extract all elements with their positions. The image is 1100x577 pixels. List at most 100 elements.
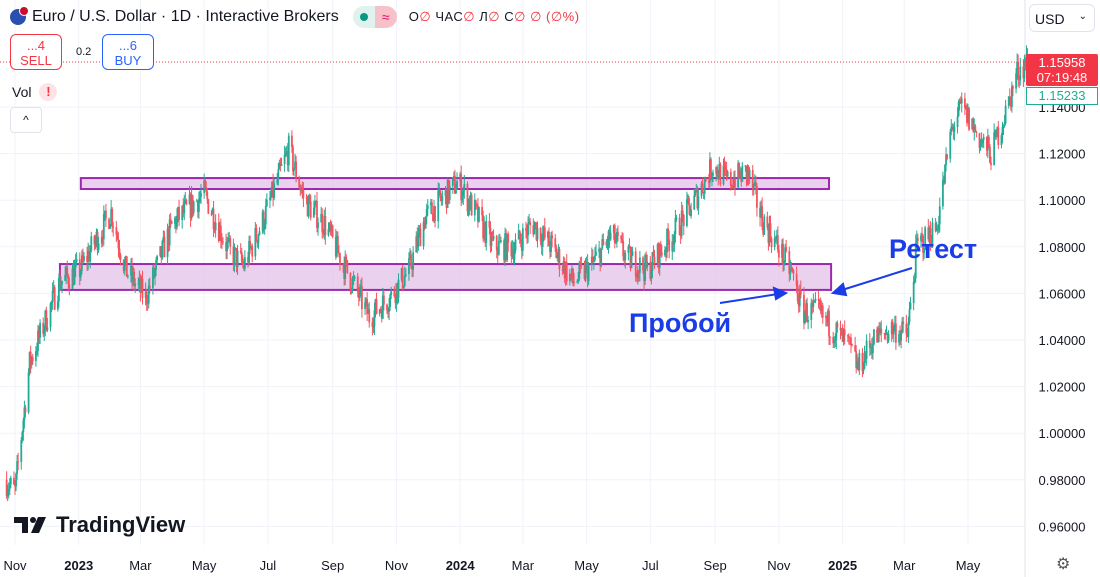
sell-button[interactable]: ...4 SELL (10, 34, 62, 70)
candle-body (666, 229, 668, 253)
settings-gear-icon[interactable]: ⚙ (1056, 556, 1071, 573)
price-axis[interactable]: 1.140001.120001.100001.080001.060001.040… (1039, 100, 1086, 534)
candle-body (643, 270, 645, 281)
candle-body (796, 285, 799, 302)
status-badges[interactable]: ≈ (352, 6, 397, 28)
candle-body (835, 322, 838, 340)
candle-body (133, 271, 136, 287)
candle-body (31, 357, 34, 361)
candle-body (373, 310, 376, 327)
candle-body (66, 266, 69, 276)
candle-body (315, 201, 317, 204)
candle-body (474, 200, 477, 205)
price-tick: 1.06000 (1039, 286, 1086, 301)
candle-body (799, 289, 802, 295)
candle-body (404, 274, 407, 276)
candle-body (324, 215, 327, 236)
candle-body (8, 484, 11, 490)
candle-body (349, 272, 352, 290)
symbol-title[interactable]: Euro / U.S. Dollar · 1D · Interactive Br… (32, 8, 339, 25)
candle-body (438, 190, 441, 192)
candle-body (175, 218, 177, 228)
warning-icon[interactable]: ! (39, 83, 58, 101)
candle-body (525, 228, 527, 231)
candle-body (7, 489, 10, 492)
candle-body (817, 298, 820, 301)
candle-body (154, 269, 156, 277)
candle-body (958, 100, 961, 103)
candle-body (115, 227, 118, 235)
price-zone[interactable] (58, 263, 833, 291)
candle-body (555, 247, 558, 259)
candle-body (108, 218, 110, 229)
candle-body (38, 330, 40, 338)
candle-body (1015, 73, 1017, 89)
candle-body (861, 352, 864, 372)
candle-body (672, 241, 675, 245)
currency-select[interactable]: USD ⌄ (1029, 4, 1095, 32)
candle-body (642, 257, 644, 271)
candle-body (372, 326, 375, 328)
candle-body (598, 248, 601, 252)
candle-body (466, 183, 469, 212)
candle-body (695, 188, 698, 191)
tradingview-logo[interactable]: TradingView (14, 512, 185, 538)
candle-body (703, 178, 706, 194)
candle-body (737, 163, 740, 188)
candle-body (492, 236, 495, 240)
candle-body (681, 210, 684, 216)
candle-body (402, 285, 405, 289)
time-axis[interactable]: Nov 2023 Mar May Jul Sep Nov 2024 Mar May Jul Sep No… (3, 558, 980, 573)
candle-body (251, 246, 254, 257)
candle-body (50, 301, 53, 304)
candle-body (140, 278, 143, 293)
candle-body (981, 139, 984, 144)
candle-body (13, 477, 15, 485)
time-tick: Mar (893, 558, 916, 573)
candle-body (278, 162, 281, 170)
candle-body (488, 220, 491, 228)
candle-body (255, 227, 258, 241)
candle-body (416, 236, 419, 248)
candle-body (725, 169, 728, 177)
candle-body (307, 195, 310, 217)
candle-body (481, 206, 483, 216)
candle-body (717, 175, 720, 180)
candle-body (192, 201, 195, 213)
annotation-retest[interactable]: Ретест (889, 234, 978, 264)
candle-body (181, 205, 184, 221)
candle-body (478, 206, 480, 222)
candle-body (697, 196, 700, 209)
candle-body (841, 328, 844, 342)
volume-indicator[interactable]: Vol ! (12, 83, 58, 101)
candle-body (664, 249, 666, 256)
candle-body (739, 171, 742, 177)
candle-body (570, 273, 572, 277)
candle-body (394, 296, 397, 304)
candle-body (6, 491, 9, 497)
delayed-data-icon: ≈ (374, 6, 397, 28)
candle-body (846, 335, 849, 337)
candle-body (578, 262, 581, 280)
candle-body (448, 186, 451, 200)
price-tick: 1.04000 (1039, 333, 1086, 348)
annotation-breakout[interactable]: Пробой (629, 308, 732, 338)
candle-body (110, 208, 113, 225)
candle-body (361, 286, 363, 310)
buy-button[interactable]: ...6 BUY (102, 34, 154, 70)
symbol-header[interactable]: Euro / U.S. Dollar · 1D · Interactive Br… (10, 6, 580, 28)
collapse-indicators-button[interactable]: ^ (10, 107, 42, 133)
chevron-down-icon: ⌄ (1078, 11, 1087, 22)
candle-body (139, 278, 142, 293)
candle-body (146, 303, 149, 305)
candle-body (946, 154, 949, 159)
candle-body (368, 309, 371, 323)
candle-body (609, 232, 612, 240)
candle-body (9, 477, 12, 485)
candle-body (855, 351, 858, 369)
buy-label: BUY (114, 53, 142, 68)
candle-body (879, 328, 882, 334)
candle-body (105, 210, 107, 219)
candle-body (1012, 86, 1014, 89)
